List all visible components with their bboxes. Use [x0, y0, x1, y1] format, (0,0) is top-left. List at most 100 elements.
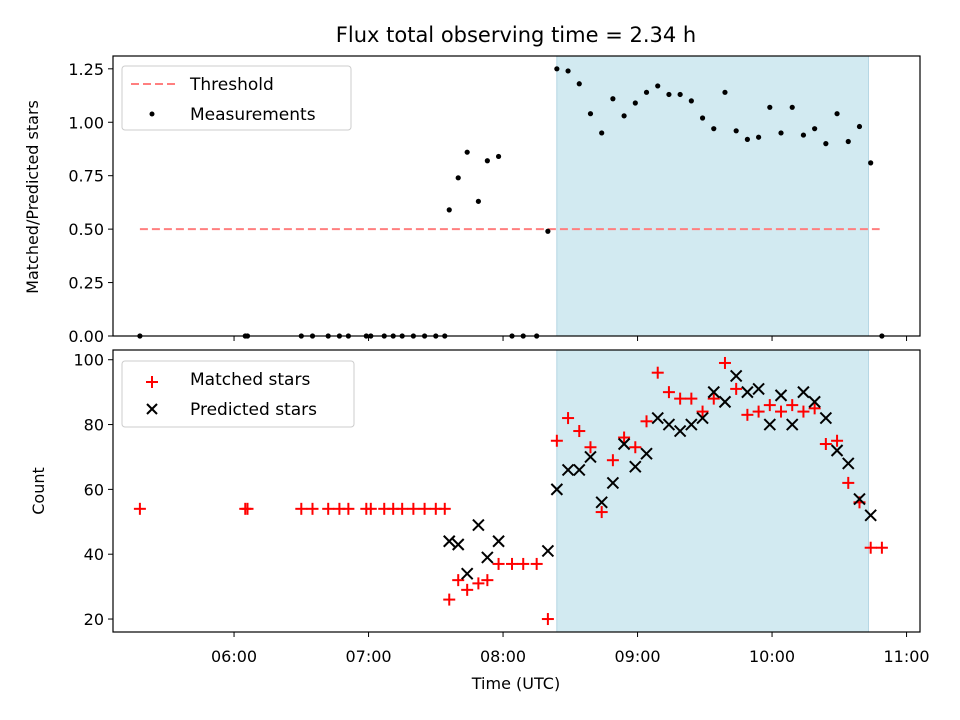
legend-threshold-label: Threshold [189, 75, 274, 95]
top-ytick-label: 0.00 [68, 327, 104, 346]
bottom-axes-frame [112, 349, 921, 633]
matched-star-point [492, 557, 505, 570]
xtick-label: 09:00 [614, 647, 660, 666]
measurement-point [812, 126, 818, 132]
matched-star-point [322, 502, 335, 515]
measurement-point [495, 153, 502, 160]
legend-measurements-swatch [149, 111, 155, 117]
measurement-point [834, 111, 840, 117]
matched-star-point [481, 574, 494, 587]
matched-star-point [662, 386, 675, 399]
matched-star-point [443, 593, 456, 606]
matched-star-point [573, 425, 586, 438]
matched-star-point [595, 506, 608, 519]
predicted-star-point [573, 463, 586, 477]
matched-star-point [550, 434, 563, 447]
matched-star-point [342, 502, 355, 515]
measurement-point [800, 132, 807, 138]
matched-star-point [864, 541, 877, 554]
measurement-point [733, 128, 739, 134]
predicted-star-point [662, 418, 676, 431]
predicted-star-point [640, 447, 653, 460]
measurement-point [744, 136, 750, 142]
matched-star-point [438, 502, 451, 515]
measurement-point [587, 111, 594, 117]
measurement-point [554, 66, 560, 72]
matched-star-point [606, 454, 619, 467]
xtick-label: 08:00 [480, 647, 526, 666]
matched-star-point [541, 613, 554, 626]
bottom-ytick-label: 100 [73, 351, 104, 370]
matched-star-point [517, 557, 530, 570]
matched-star-point [797, 405, 810, 418]
matched-star-point [396, 502, 409, 515]
predicted-star-point [629, 460, 642, 473]
top-ytick-label: 1.25 [68, 60, 104, 79]
matched-star-point [842, 476, 855, 489]
predicted-star-point [842, 457, 855, 470]
bottom-ytick-label: 80 [84, 416, 104, 435]
xtick-label: 07:00 [345, 647, 391, 666]
matched-star-point [674, 392, 687, 405]
predicted-star-point [685, 418, 698, 431]
top-legend: Threshold Measurements [121, 65, 352, 131]
measurement-point [446, 207, 452, 213]
measurement-point [455, 175, 461, 181]
measurement-point [778, 130, 784, 136]
measurement-point [845, 138, 851, 145]
chart-title: Flux total observing time = 2.34 h [336, 23, 696, 47]
bottom-ytick-label: 60 [84, 480, 104, 499]
matched-star-point [718, 356, 731, 369]
matched-star-point [819, 438, 832, 450]
bottom-legend: Matched stars Predicted stars [121, 360, 355, 428]
measurement-point [599, 130, 605, 136]
xtick-label: 06:00 [211, 647, 257, 666]
measurement-point [643, 89, 650, 95]
predicted-star-point [584, 450, 597, 464]
top-legend-box [121, 65, 352, 131]
top-ytick-label: 0.25 [68, 274, 104, 293]
predicted-star-point [460, 567, 474, 580]
top-ytick-label: 1.00 [68, 113, 104, 132]
measurement-point [789, 104, 795, 110]
measurement-point [475, 198, 481, 204]
top-ytick-label: 0.75 [68, 167, 104, 186]
predicted-star-point [651, 411, 664, 425]
top-panel: 0.00 0.25 0.50 0.75 1.00 1.25 Matched/Predict… [23, 55, 921, 346]
measurement-point [576, 81, 582, 87]
matched-star-point [752, 405, 765, 418]
predicted-star-point [741, 385, 754, 399]
matched-star-point [241, 502, 254, 515]
measurement-point [688, 98, 694, 104]
xtick-label: 10:00 [749, 647, 795, 666]
predicted-star-point [729, 369, 743, 383]
predicted-star-point [763, 418, 777, 431]
top-y-axis-label: Matched/Predicted stars [23, 100, 42, 294]
measurement-point [632, 100, 638, 106]
matched-star-point [133, 502, 146, 515]
predicted-star-point [864, 509, 877, 522]
predicted-star-point [718, 395, 732, 409]
matched-star-point [763, 399, 776, 412]
measurement-point [545, 228, 551, 234]
matched-star-point [786, 399, 799, 412]
measurement-point [666, 91, 672, 98]
predicted-star-point [452, 538, 465, 551]
predicted-star-point [819, 411, 833, 425]
top-ytick-label: 0.50 [68, 220, 104, 239]
matched-star-point [696, 405, 709, 418]
legend-matched-label: Matched stars [190, 370, 310, 390]
measurement-point [699, 115, 706, 121]
measurement-point [484, 158, 490, 164]
predicted-star-point [595, 496, 608, 509]
measurement-point [868, 160, 874, 166]
observation-window-shade [556, 55, 869, 337]
top-axes-frame [112, 55, 921, 337]
predicted-star-point [541, 544, 555, 558]
matched-star-point [530, 557, 543, 570]
matched-star-point [651, 366, 664, 379]
matched-star-point [418, 502, 431, 515]
predicted-star-point [472, 518, 485, 532]
measurement-point [711, 126, 717, 132]
